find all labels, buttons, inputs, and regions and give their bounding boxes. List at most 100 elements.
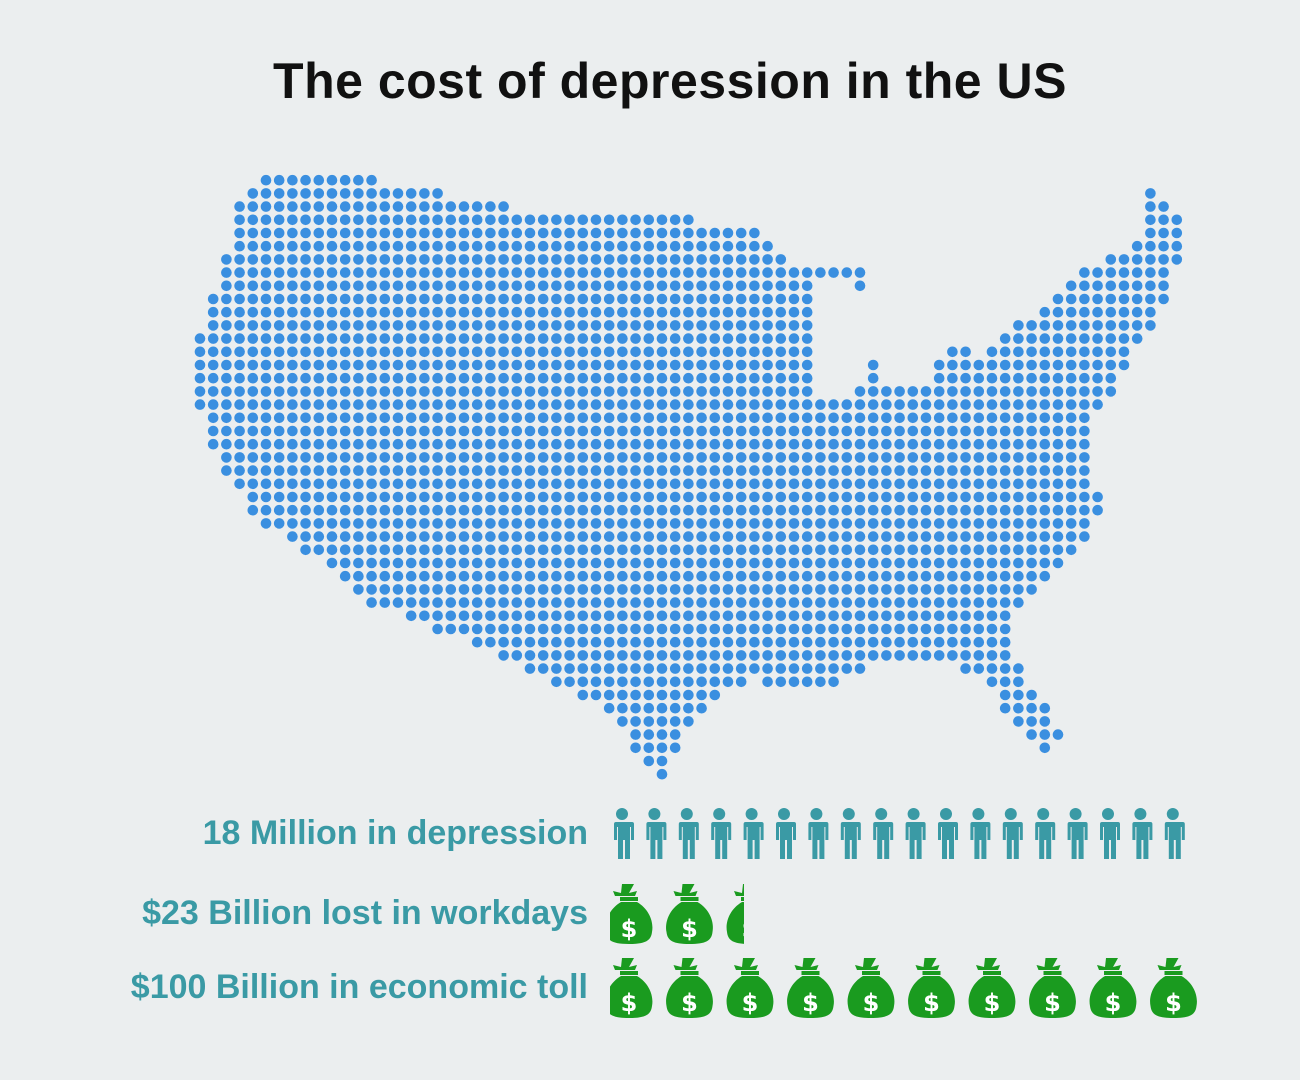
map-dot [577, 293, 589, 305]
map-dot [445, 333, 457, 344]
map-dot [735, 386, 747, 397]
map-dot [445, 425, 457, 437]
map-dot [696, 702, 707, 714]
map-dot [894, 399, 905, 410]
map-dot [656, 557, 668, 569]
map-dot [590, 584, 602, 595]
map-dot [511, 372, 523, 384]
map-dot [577, 636, 589, 648]
map-dot [405, 320, 417, 331]
map-dot [551, 557, 562, 569]
map-dot [656, 650, 668, 661]
map-dot [432, 504, 443, 516]
map-dot [960, 650, 971, 661]
map-dot [920, 438, 932, 450]
map-dot [854, 412, 866, 424]
map-dot [326, 188, 338, 199]
map-dot [656, 399, 668, 410]
map-dot [735, 570, 747, 582]
map-dot [537, 359, 549, 371]
map-dot [696, 663, 707, 674]
map-dot [366, 267, 377, 278]
map-dot [485, 267, 496, 278]
map-dot [1145, 320, 1156, 331]
map-dot [788, 610, 800, 622]
map-dot [801, 663, 813, 674]
map-dot [696, 254, 707, 265]
map-dot [920, 570, 932, 582]
map-dot [643, 227, 655, 239]
map-dot [498, 280, 509, 292]
map-dot [313, 491, 325, 503]
map-dot [669, 280, 681, 292]
map-dot [432, 254, 443, 265]
map-dot [273, 188, 285, 199]
map-dot [603, 465, 615, 476]
map-dot [683, 227, 694, 239]
map-dot [1065, 293, 1077, 305]
map-dot [471, 399, 483, 410]
map-dot [669, 478, 681, 490]
map-dot [1013, 465, 1024, 476]
map-dot [432, 557, 443, 569]
person-icon [968, 808, 991, 859]
map-dot [1065, 478, 1077, 490]
map-dot [300, 280, 311, 292]
map-dot [643, 663, 655, 674]
map-dot [1171, 240, 1183, 252]
map-dot [1026, 425, 1037, 437]
map-dot [669, 570, 681, 582]
map-dot [1079, 412, 1090, 424]
map-dot [300, 227, 311, 239]
map-dot [537, 478, 549, 490]
map-dot [273, 359, 285, 371]
map-dot [564, 306, 575, 318]
map-dot [999, 465, 1011, 476]
map-dot [392, 518, 404, 529]
map-dot [392, 452, 404, 463]
map-dot [1118, 293, 1130, 305]
map-dot [234, 452, 245, 463]
map-dot [643, 716, 655, 727]
map-dot [590, 689, 602, 701]
map-dot [590, 570, 602, 582]
map-dot [564, 531, 575, 542]
map-dot [366, 372, 377, 384]
map-dot [366, 214, 377, 226]
svg-text:$: $ [923, 989, 940, 1017]
map-dot [577, 438, 589, 450]
map-dot [630, 267, 641, 278]
map-dot [815, 650, 826, 661]
map-dot [920, 650, 932, 661]
map-dot [683, 320, 694, 331]
map-dot [775, 293, 787, 305]
map-dot [1013, 320, 1024, 331]
map-dot [920, 636, 932, 648]
map-dot [564, 504, 575, 516]
map-dot [366, 306, 377, 318]
map-dot [590, 412, 602, 424]
svg-text:$: $ [742, 989, 759, 1017]
map-dot [775, 399, 787, 410]
map-dot [366, 412, 377, 424]
map-dot [973, 504, 985, 516]
map-dot [933, 650, 945, 661]
map-dot [353, 214, 364, 226]
map-dot [287, 531, 298, 542]
person-icon [806, 808, 829, 859]
map-dot [419, 584, 430, 595]
map-dot [762, 636, 773, 648]
map-dot [617, 293, 628, 305]
map-dot [445, 531, 457, 542]
map-dot [1092, 491, 1103, 503]
map-dot [709, 346, 721, 358]
map-dot [287, 227, 298, 239]
map-dot [511, 306, 523, 318]
map-dot [696, 557, 707, 569]
map-dot [1052, 293, 1064, 305]
us-map-icon [194, 174, 1183, 780]
map-dot [1052, 412, 1064, 424]
map-dot [1052, 504, 1064, 516]
map-dot [775, 333, 787, 344]
map-dot [564, 663, 575, 674]
